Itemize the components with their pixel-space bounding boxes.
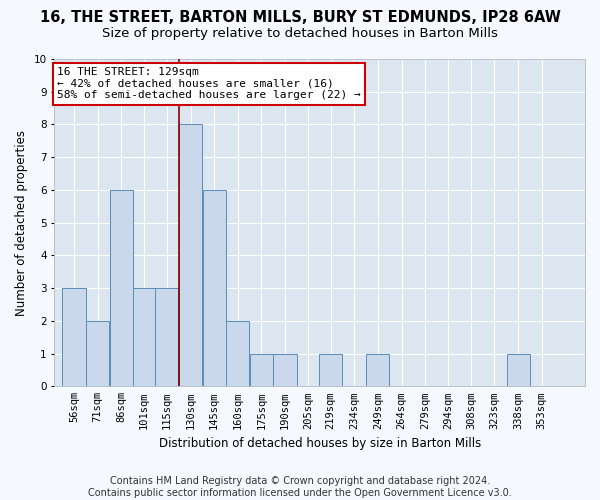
Bar	[86, 321, 109, 386]
Bar	[367, 354, 389, 386]
Bar	[226, 321, 250, 386]
X-axis label: Distribution of detached houses by size in Barton Mills: Distribution of detached houses by size …	[158, 437, 481, 450]
Bar	[179, 124, 202, 386]
Bar	[203, 190, 226, 386]
Text: 16, THE STREET, BARTON MILLS, BURY ST EDMUNDS, IP28 6AW: 16, THE STREET, BARTON MILLS, BURY ST ED…	[40, 10, 560, 25]
Bar	[110, 190, 133, 386]
Text: 16 THE STREET: 129sqm
← 42% of detached houses are smaller (16)
58% of semi-deta: 16 THE STREET: 129sqm ← 42% of detached …	[57, 67, 361, 100]
Text: Contains HM Land Registry data © Crown copyright and database right 2024.
Contai: Contains HM Land Registry data © Crown c…	[88, 476, 512, 498]
Bar	[62, 288, 86, 386]
Bar	[506, 354, 530, 386]
Bar	[250, 354, 273, 386]
Y-axis label: Number of detached properties: Number of detached properties	[15, 130, 28, 316]
Text: Size of property relative to detached houses in Barton Mills: Size of property relative to detached ho…	[102, 28, 498, 40]
Bar	[319, 354, 342, 386]
Bar	[155, 288, 178, 386]
Bar	[133, 288, 155, 386]
Bar	[274, 354, 296, 386]
